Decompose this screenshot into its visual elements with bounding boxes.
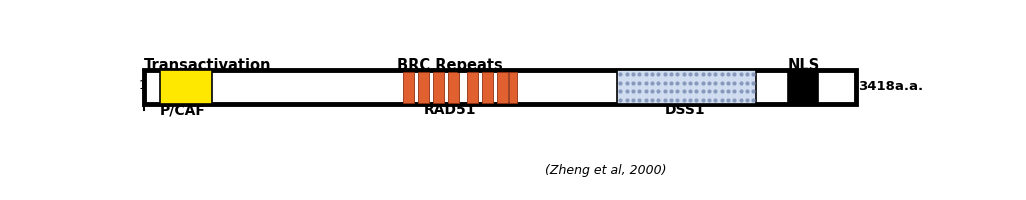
Text: NLS: NLS [787, 58, 820, 73]
Text: 1: 1 [139, 79, 147, 92]
Text: (Zheng et al, 2000): (Zheng et al, 2000) [545, 164, 666, 177]
Bar [418, 72, 429, 103]
Bar [467, 72, 478, 103]
Text: 3418a.a.: 3418a.a. [858, 80, 923, 93]
Bar [509, 72, 517, 103]
Bar [788, 70, 819, 104]
Text: P/CAF: P/CAF [159, 103, 205, 117]
Text: BRC Repeats: BRC Repeats [397, 58, 503, 73]
Bar [160, 70, 211, 104]
Text: DSS1: DSS1 [665, 103, 705, 117]
Bar [618, 70, 756, 104]
Text: RAD51: RAD51 [424, 103, 476, 117]
Bar [402, 72, 413, 103]
Bar [482, 72, 494, 103]
Text: Transactivation: Transactivation [144, 58, 272, 73]
Bar [498, 72, 508, 103]
Bar [144, 70, 856, 104]
Bar [448, 72, 459, 103]
Bar [433, 72, 444, 103]
